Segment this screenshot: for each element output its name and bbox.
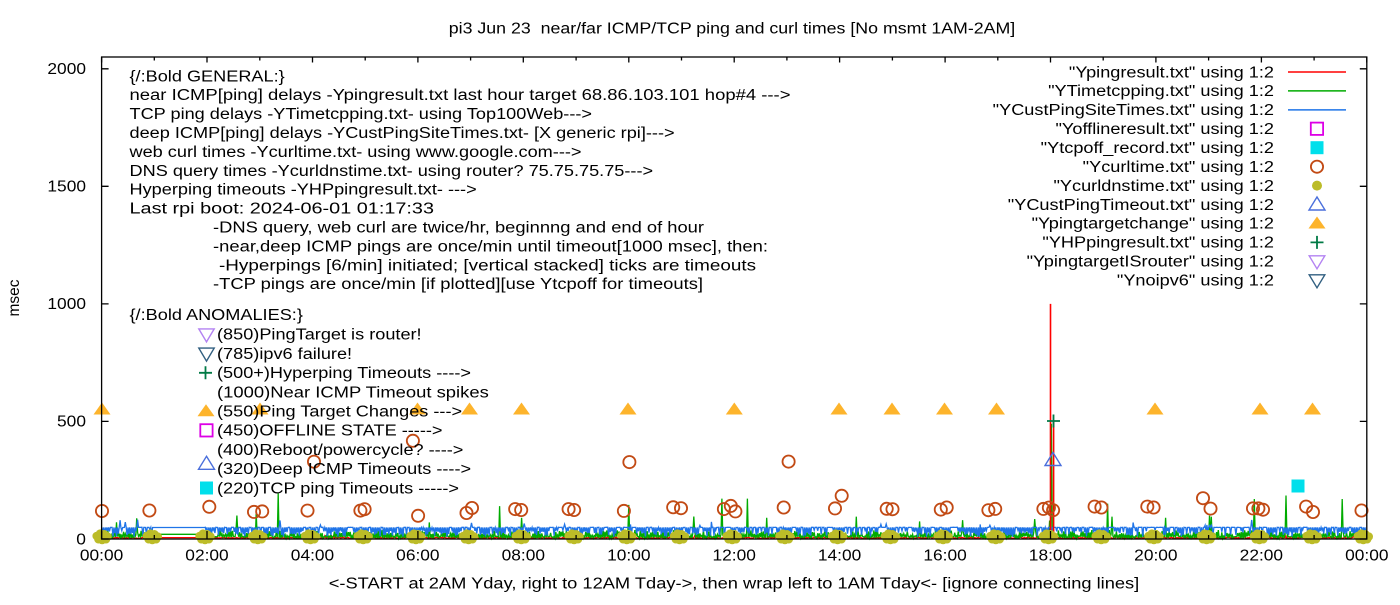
svg-text:500: 500 (57, 414, 86, 431)
svg-text:(320)Deep ICMP Timeouts ---->: (320)Deep ICMP Timeouts ----> (217, 461, 471, 478)
svg-text:00:00: 00:00 (80, 548, 124, 565)
svg-text:(450)OFFLINE STATE ----->: (450)OFFLINE STATE -----> (217, 423, 443, 440)
svg-text:"Ycurltime.txt" using 1:2: "Ycurltime.txt" using 1:2 (1083, 159, 1274, 176)
svg-text:deep ICMP[ping] delays -YCustP: deep ICMP[ping] delays -YCustPingSiteTim… (130, 125, 675, 142)
svg-text:Hyperping timeouts -YHPpingres: Hyperping timeouts -YHPpingresult.txt- -… (130, 182, 477, 199)
svg-text:1500: 1500 (47, 179, 86, 196)
svg-text:02:00: 02:00 (185, 548, 229, 565)
svg-text:(850)PingTarget is router!: (850)PingTarget is router! (217, 327, 422, 344)
svg-text:"Ytcpoff_record.txt" using 1:2: "Ytcpoff_record.txt" using 1:2 (1041, 140, 1274, 157)
svg-text:web curl times -Ycurltime.txt-: web curl times -Ycurltime.txt- using www… (128, 144, 581, 161)
svg-text:-DNS query, web curl are twice: -DNS query, web curl are twice/hr, begin… (213, 220, 704, 237)
svg-text:"Ynoipv6" using 1:2: "Ynoipv6" using 1:2 (1117, 273, 1274, 290)
svg-text:2000: 2000 (47, 61, 86, 78)
svg-text:"Ycurldnstime.txt" using 1:2: "Ycurldnstime.txt" using 1:2 (1054, 178, 1275, 195)
svg-text:1000: 1000 (47, 296, 86, 313)
svg-text:{/:Bold GENERAL:}: {/:Bold GENERAL:} (130, 68, 285, 85)
svg-text:22:00: 22:00 (1240, 548, 1284, 565)
svg-text:(500+)Hyperping Timeouts ---->: (500+)Hyperping Timeouts ----> (217, 365, 471, 382)
svg-text:msec: msec (6, 279, 23, 316)
svg-text:near ICMP[ping] delays -Ypingr: near ICMP[ping] delays -Ypingresult.txt … (130, 87, 791, 104)
svg-text:0: 0 (76, 531, 86, 548)
svg-text:DNS query times -Ycurldnstime.: DNS query times -Ycurldnstime.txt- using… (130, 163, 654, 180)
svg-text:(550)Ping Target Changes --->: (550)Ping Target Changes ---> (217, 404, 462, 421)
svg-text:(220)TCP ping Timeouts ----->: (220)TCP ping Timeouts -----> (217, 480, 459, 497)
svg-text:<-START at 2AM Yday, right to: <-START at 2AM Yday, right to 12AM Tday-… (329, 576, 1140, 593)
svg-text:12:00: 12:00 (713, 548, 757, 565)
svg-text:08:00: 08:00 (502, 548, 546, 565)
svg-text:(785)ipv6 failure!: (785)ipv6 failure! (217, 346, 352, 363)
svg-text:Last rpi boot: 2024-06-01 01:1: Last rpi boot: 2024-06-01 01:17:33 (130, 201, 435, 218)
svg-text:16:00: 16:00 (923, 548, 967, 565)
svg-text:"Ypingtargetchange" using 1:2: "Ypingtargetchange" using 1:2 (1032, 216, 1274, 233)
svg-text:-near,deep ICMP pings are once: -near,deep ICMP pings are once/min until… (213, 238, 768, 255)
svg-text:"YpingtargetISrouter" using 1:: "YpingtargetISrouter" using 1:2 (1027, 254, 1274, 271)
svg-text:04:00: 04:00 (291, 548, 335, 565)
svg-text:pi3 Jun 23 near/far ICMP/TCP: pi3 Jun 23 near/far ICMP/TCP ping and cu… (449, 21, 1016, 38)
svg-text:(400)Reboot/powercycle? ---->: (400)Reboot/powercycle? ----> (217, 442, 463, 459)
svg-text:(1000)Near ICMP Timeout spikes: (1000)Near ICMP Timeout spikes (217, 384, 489, 401)
svg-text:TCP ping delays -YTimetcpping.: TCP ping delays -YTimetcpping.txt- using… (130, 106, 593, 123)
svg-text:{/:Bold ANOMALIES:}: {/:Bold ANOMALIES:} (130, 307, 303, 324)
svg-text:"Yofflineresult.txt" using 1:2: "Yofflineresult.txt" using 1:2 (1056, 121, 1275, 138)
svg-text:"YCustPingTimeout.txt" using 1: "YCustPingTimeout.txt" using 1:2 (1008, 197, 1274, 214)
svg-text:00:00: 00:00 (1345, 548, 1389, 565)
svg-text:"Ypingresult.txt" using 1:2: "Ypingresult.txt" using 1:2 (1069, 64, 1274, 81)
svg-text:06:00: 06:00 (396, 548, 440, 565)
svg-text:"YTimetcpping.txt" using 1:2: "YTimetcpping.txt" using 1:2 (1048, 83, 1274, 100)
svg-text:20:00: 20:00 (1134, 548, 1178, 565)
svg-text:-Hyperpings [6/min] initiated;: -Hyperpings [6/min] initiated; [vertical… (219, 257, 756, 274)
svg-text:14:00: 14:00 (818, 548, 862, 565)
svg-text:18:00: 18:00 (1029, 548, 1073, 565)
svg-text:-TCP pings are once/min [if pl: -TCP pings are once/min [if plotted][use… (213, 276, 703, 293)
svg-text:10:00: 10:00 (607, 548, 651, 565)
svg-text:"YCustPingSiteTimes.txt" using: "YCustPingSiteTimes.txt" using 1:2 (993, 102, 1274, 119)
svg-text:"YHPpingresult.txt" using 1:2: "YHPpingresult.txt" using 1:2 (1042, 235, 1274, 252)
